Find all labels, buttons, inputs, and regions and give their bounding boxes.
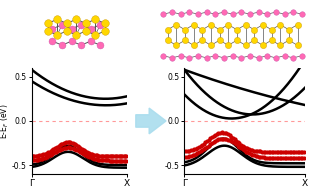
FancyArrow shape bbox=[136, 108, 166, 134]
Y-axis label: E-E$_F$ (eV): E-E$_F$ (eV) bbox=[0, 103, 11, 139]
